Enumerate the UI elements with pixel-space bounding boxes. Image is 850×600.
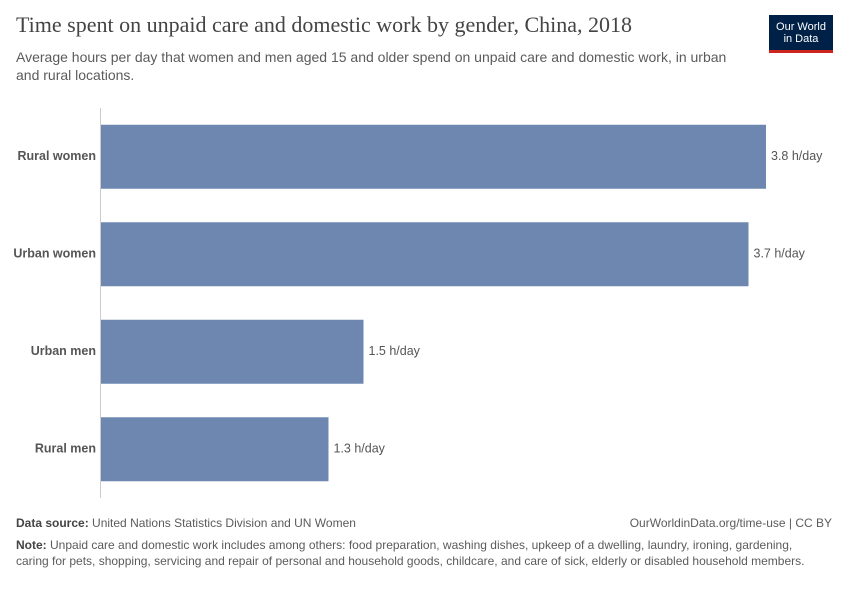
bar bbox=[101, 124, 766, 189]
bar bbox=[101, 319, 364, 384]
value-label: 3.7 h/day bbox=[754, 247, 806, 261]
value-label: 1.5 h/day bbox=[369, 344, 421, 358]
source: Data source: United Nations Statistics D… bbox=[16, 516, 356, 530]
note-label: Note: bbox=[16, 538, 47, 552]
bar bbox=[101, 222, 749, 287]
y-tick-label: Rural women bbox=[18, 149, 97, 163]
note-text: Unpaid care and domestic work includes a… bbox=[16, 538, 805, 568]
value-label: 3.8 h/day bbox=[771, 149, 823, 163]
bar bbox=[101, 417, 329, 482]
url[interactable]: OurWorldinData.org/time-use | CC BY bbox=[629, 516, 832, 530]
logo-text: in Data bbox=[783, 32, 819, 45]
y-tick-label: Urban men bbox=[31, 344, 96, 358]
chart-subtitle: Average hours per day that women and men… bbox=[16, 49, 727, 83]
note: Note: Unpaid care and domestic work incl… bbox=[16, 538, 806, 569]
logo-text: Our World bbox=[776, 20, 826, 33]
source-label: Data source: bbox=[16, 516, 89, 530]
logo[interactable]: Our World in Data bbox=[769, 15, 833, 53]
y-tick-label: Rural men bbox=[35, 442, 96, 456]
y-tick-label: Urban women bbox=[13, 247, 96, 261]
value-label: 1.3 h/day bbox=[334, 442, 386, 456]
chart-title: Time spent on unpaid care and domestic w… bbox=[16, 12, 633, 37]
source-text: United Nations Statistics Division and U… bbox=[92, 516, 356, 530]
